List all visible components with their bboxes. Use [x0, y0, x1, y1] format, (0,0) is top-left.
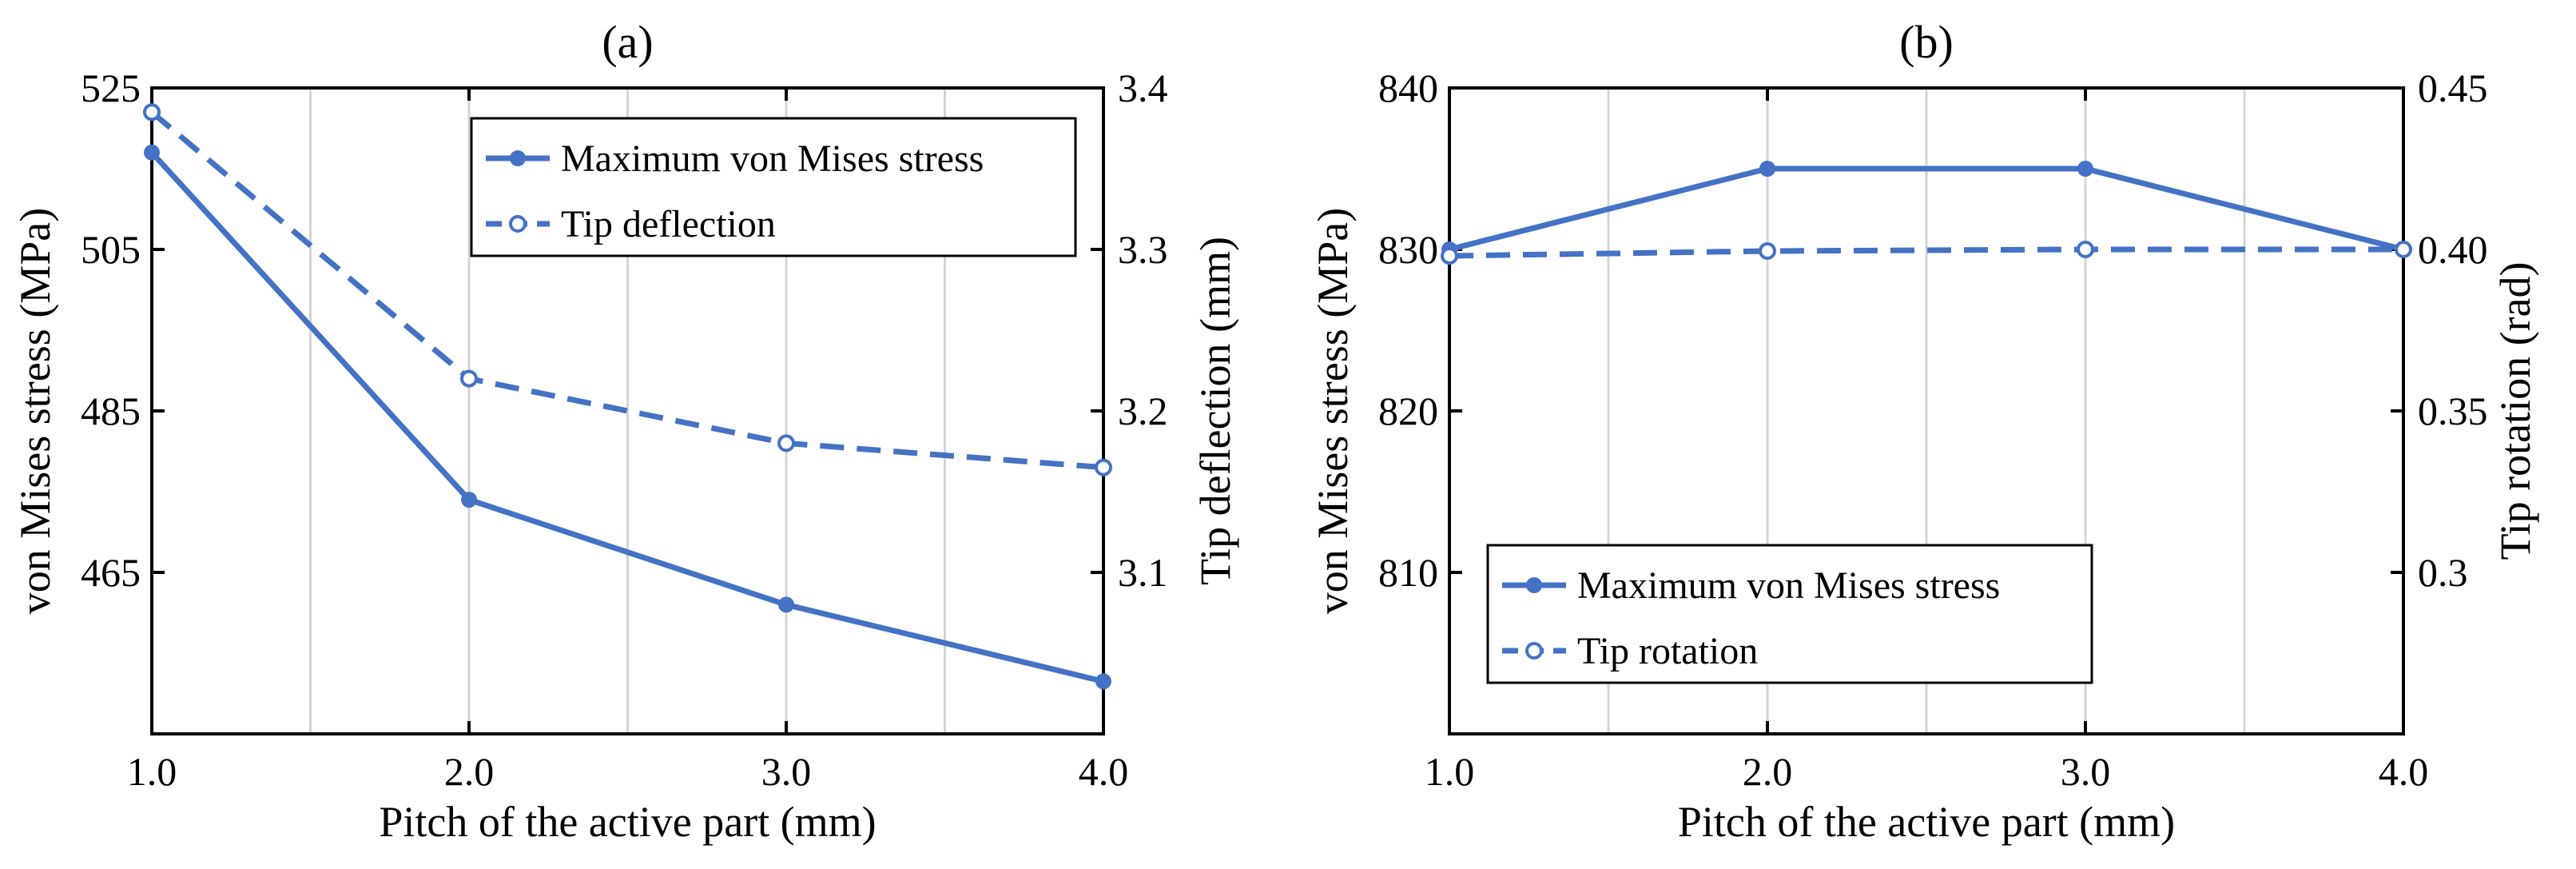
y-tick-label: 505 [81, 227, 141, 272]
legend-box [470, 117, 1077, 257]
y2-tick-label: 3.3 [1118, 227, 1168, 272]
legend-box [1486, 544, 2093, 684]
x-tick-label: 2.0 [1743, 749, 1793, 794]
legend: Maximum von Mises stress Tip deflection [470, 117, 1077, 257]
data-point [1095, 673, 1111, 690]
data-point [2395, 241, 2412, 258]
data-point [1441, 247, 1458, 265]
series-line-1 [149, 150, 1104, 684]
data-point [2077, 241, 2094, 258]
x-axis-label: Pitch of the active part (mm) [379, 798, 876, 846]
data-point [460, 369, 478, 388]
x-tick-label: 4.0 [1079, 749, 1129, 794]
x-tick-label: 3.0 [2061, 749, 2111, 794]
y2-tick-label: 0.3 [2418, 550, 2468, 595]
y2-axis-label: Tip deflection (mm) [1191, 237, 1239, 585]
data-point [1095, 458, 1112, 476]
y-tick-label: 810 [1378, 550, 1438, 595]
y2-axis-label: Tip rotation (rad) [2491, 262, 2539, 560]
data-point [1759, 242, 1776, 261]
x-tick-label: 1.0 [1425, 749, 1475, 794]
y-tick-label: 525 [81, 66, 141, 110]
data-point [143, 103, 161, 122]
data-point [778, 596, 794, 613]
chart-title: (a) [602, 16, 653, 68]
x-tick-label: 2.0 [444, 749, 495, 794]
data-point [144, 144, 160, 161]
y-tick-label: 485 [81, 389, 141, 433]
y2-tick-label: 0.35 [2418, 389, 2488, 433]
y-tick-label: 840 [1378, 66, 1438, 110]
chart-panel-b: 1.0 2.0 3.0 4.0 810 820 830 840 0.3 0.35 0.40 0.45 (… [1309, 16, 2539, 846]
data-point [1759, 161, 1775, 177]
y2-tick-label: 0.45 [2418, 66, 2488, 110]
legend-label: Maximum von Mises stress [561, 138, 984, 180]
legend-marker [510, 150, 526, 166]
legend-marker [1526, 577, 1542, 593]
y-axis-label: von Mises stress (MPa) [11, 208, 59, 615]
legend-marker [509, 215, 527, 233]
legend-label: Maximum von Mises stress [1577, 564, 2000, 607]
series-line-2 [1449, 246, 2403, 259]
y-tick-label: 820 [1378, 389, 1438, 433]
chart-panel-a: 1.0 2.0 3.0 4.0 465 485 505 525 3.1 3.2 3.3 3.4 (a) P… [11, 16, 1239, 846]
x-axis-label: Pitch of the active part (mm) [1678, 798, 2175, 846]
legend-label: Tip deflection [561, 203, 776, 245]
y-tick-label: 465 [81, 550, 141, 595]
x-tick-label: 1.0 [127, 749, 177, 794]
legend: Maximum von Mises stress Tip rotation [1486, 544, 2093, 684]
data-point [461, 492, 477, 508]
legend-label: Tip rotation [1577, 630, 1758, 672]
y2-tick-label: 3.1 [1118, 550, 1168, 595]
x-tick-label: 3.0 [761, 749, 812, 794]
chart-title: (b) [1899, 16, 1954, 68]
series-line-2 [149, 110, 1104, 471]
data-point [2077, 161, 2093, 177]
y-axis-label: von Mises stress (MPa) [1309, 208, 1357, 615]
legend-marker [1525, 642, 1543, 660]
y2-tick-label: 0.40 [2418, 227, 2488, 272]
y-tick-label: 830 [1378, 227, 1438, 272]
data-point [777, 434, 795, 452]
y2-tick-label: 3.2 [1118, 389, 1168, 433]
series-line-1 [1449, 165, 2404, 253]
y2-tick-label: 3.4 [1118, 66, 1168, 110]
x-tick-label: 4.0 [2379, 749, 2429, 794]
